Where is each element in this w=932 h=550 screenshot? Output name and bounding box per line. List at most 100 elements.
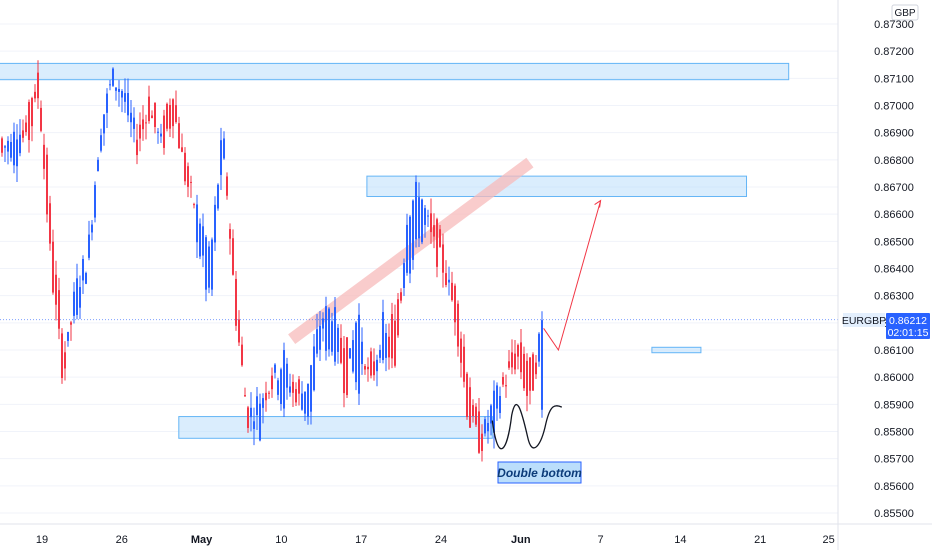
symbol-label: EURGBP bbox=[842, 315, 886, 327]
candle-body bbox=[418, 197, 420, 239]
candle-body bbox=[247, 407, 249, 428]
price-tick-label: 0.86900 bbox=[874, 128, 914, 140]
candle-body bbox=[124, 93, 126, 102]
candle-body bbox=[178, 123, 180, 149]
candle-body bbox=[148, 96, 150, 122]
support-resistance-zones bbox=[0, 62, 790, 439]
candle-body bbox=[445, 273, 447, 286]
time-axis-ticks: 19 26 May 10 17 24 Jun 7 14 21 25 bbox=[36, 534, 835, 546]
candle-body bbox=[205, 237, 207, 290]
candle-body bbox=[25, 122, 27, 132]
candle-body bbox=[313, 346, 315, 391]
candle-body bbox=[499, 396, 501, 414]
candle-body bbox=[76, 278, 78, 315]
double-bottom-box[interactable] bbox=[497, 461, 582, 484]
candle-body bbox=[94, 185, 96, 218]
price-tick-label: 0.87200 bbox=[874, 46, 914, 58]
candle-body bbox=[382, 312, 384, 361]
candle-body bbox=[274, 364, 276, 373]
candle-body bbox=[358, 314, 360, 394]
candle-body bbox=[34, 91, 36, 99]
candle-body bbox=[331, 321, 333, 352]
candle-body bbox=[211, 239, 213, 290]
candle-body bbox=[256, 396, 258, 416]
currency-box[interactable] bbox=[891, 4, 919, 21]
candle-body bbox=[475, 406, 477, 425]
candle-body bbox=[4, 146, 6, 148]
candle-body bbox=[31, 98, 33, 127]
candle-body bbox=[409, 216, 411, 274]
candle-body bbox=[436, 219, 438, 267]
time-tick-label: 25 bbox=[822, 534, 834, 546]
price-tick-label: 0.87000 bbox=[874, 101, 914, 113]
candle-body bbox=[139, 124, 141, 139]
drawings bbox=[491, 199, 602, 450]
candle-body bbox=[373, 361, 375, 376]
candle-body bbox=[352, 340, 354, 372]
candle-body bbox=[208, 246, 210, 288]
candle-body bbox=[526, 360, 528, 396]
candle-body bbox=[238, 319, 240, 343]
candle-body bbox=[325, 306, 327, 351]
candle-body bbox=[61, 333, 63, 379]
price-zone bbox=[0, 62, 790, 81]
candle-body bbox=[307, 383, 309, 417]
candle-body bbox=[19, 134, 21, 154]
candle-body bbox=[136, 139, 138, 156]
candle-body bbox=[355, 322, 357, 383]
candle-body bbox=[220, 140, 222, 175]
candle-body bbox=[214, 204, 216, 243]
last-price-label: 0.86212 bbox=[889, 315, 927, 327]
time-tick-label: 26 bbox=[116, 534, 128, 546]
candle-body bbox=[364, 366, 366, 370]
candle-body bbox=[484, 419, 486, 434]
candle-body bbox=[151, 115, 153, 119]
price-tick-label: 0.87300 bbox=[874, 19, 914, 31]
candle-body bbox=[253, 421, 255, 429]
candle-body bbox=[109, 84, 111, 86]
price-axis-bg[interactable] bbox=[838, 0, 932, 550]
price-tick-label: 0.86600 bbox=[874, 209, 914, 221]
candle-body bbox=[262, 398, 264, 408]
candle-body bbox=[187, 166, 189, 187]
candle-body bbox=[541, 320, 543, 410]
candle-body bbox=[85, 272, 87, 284]
candle-body bbox=[361, 341, 363, 365]
price-zone bbox=[366, 175, 748, 198]
candle-body bbox=[334, 307, 336, 362]
candle-body bbox=[298, 379, 300, 394]
candle-body bbox=[259, 403, 261, 441]
candle-body bbox=[196, 204, 198, 243]
candle-body bbox=[478, 411, 480, 453]
candle-body bbox=[328, 308, 330, 350]
candle-body bbox=[115, 87, 117, 91]
candle-body bbox=[37, 72, 39, 99]
candle-body bbox=[406, 224, 408, 273]
candle-body bbox=[133, 117, 135, 129]
candle-body bbox=[73, 291, 75, 316]
candle-body bbox=[226, 176, 228, 196]
candle-body bbox=[175, 105, 177, 123]
candle-body bbox=[202, 226, 204, 256]
candle-body bbox=[514, 353, 516, 370]
candle-body bbox=[433, 225, 435, 237]
candle-body bbox=[265, 392, 267, 401]
candle-body bbox=[346, 337, 348, 396]
candle-body bbox=[343, 348, 345, 394]
candle-body bbox=[310, 365, 312, 412]
candle-body bbox=[511, 352, 513, 368]
time-tick-label: 14 bbox=[674, 534, 686, 546]
candle-body bbox=[430, 213, 432, 233]
price-tick-label: 0.86100 bbox=[874, 345, 914, 357]
time-tick-label: 7 bbox=[598, 534, 604, 546]
candle-body bbox=[16, 139, 18, 167]
candle-body bbox=[460, 338, 462, 363]
candle-body bbox=[322, 318, 324, 329]
candle-body bbox=[394, 320, 396, 366]
price-zone bbox=[178, 416, 493, 439]
currency-label: GBP bbox=[894, 8, 915, 19]
candle-body bbox=[442, 244, 444, 273]
candle-body bbox=[232, 238, 234, 275]
candle-body bbox=[295, 389, 297, 403]
